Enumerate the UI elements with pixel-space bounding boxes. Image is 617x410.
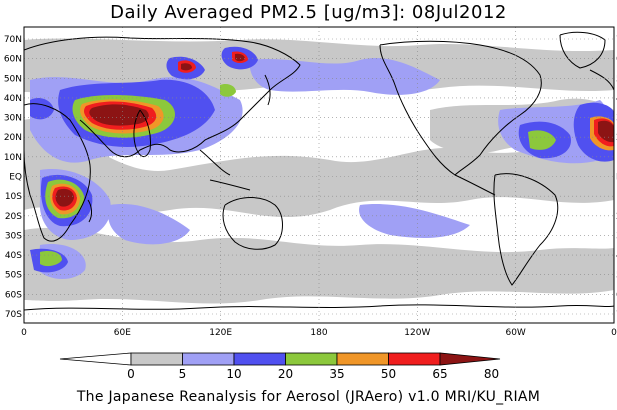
coast-seasia (199, 149, 251, 191)
latitude-label: 10S (5, 192, 22, 202)
latitude-label: 60S (5, 290, 22, 300)
shade-darkred-2 (55, 188, 74, 207)
coast-greenland (559, 31, 606, 69)
latitude-label: 40N (4, 94, 22, 104)
coast-namerica (379, 40, 542, 176)
colorbar-segment (130, 352, 183, 366)
shade-lightblue-3 (249, 58, 440, 95)
latitude-label: 70S (5, 310, 22, 320)
latitude-label: 50S (5, 271, 22, 281)
latitude-label: 30N (4, 114, 22, 124)
shade-green-3 (528, 130, 556, 150)
colorbar-tick-label: 80 (484, 367, 499, 381)
colorbar-segment (233, 352, 286, 366)
colorbar-tick-label: 65 (432, 367, 447, 381)
longitude-label: 60E (114, 328, 131, 338)
coast-samerica (493, 173, 559, 286)
map-frame (23, 26, 615, 324)
latitude-label: 40S (5, 251, 22, 261)
coast-antarctica (24, 304, 614, 311)
shade-gray-south (24, 227, 614, 304)
latitude-label: 20N (4, 133, 22, 143)
longitude-labels: 0 60E 120E 180 120W 60W 0 (21, 328, 617, 338)
longitude-label: 0 (21, 328, 27, 338)
latitude-label: 10N (4, 153, 22, 163)
coastlines (24, 31, 614, 311)
colorbar-tick-label: 35 (329, 367, 344, 381)
pm25-field (24, 38, 614, 304)
longitude-label: 0 (611, 328, 617, 338)
longitude-label: 60W (505, 328, 525, 338)
shade-darkred-1 (89, 104, 149, 126)
latitude-label: EQ (9, 173, 22, 183)
coast-japan (264, 74, 271, 106)
colorbar-tick-label: 10 (226, 367, 241, 381)
colorbar-tick-label: 0 (127, 367, 135, 381)
coast-eurasia (24, 36, 301, 158)
longitude-label: 120E (209, 328, 232, 338)
graticule (24, 27, 614, 323)
colorbar-arrow-low (59, 352, 132, 366)
coast-africa (24, 103, 91, 242)
coast-madagascar (87, 199, 92, 223)
colorbar-tick-label: 50 (381, 367, 396, 381)
shade-darkred-5 (235, 53, 245, 62)
map-title: Daily Averaged PM2.5 [ug/m3]: 08Jul2012 (110, 2, 507, 23)
shade-gray-pacific (24, 119, 614, 218)
latitude-label: 50N (4, 74, 22, 84)
coast-australia (222, 197, 283, 250)
colorbar-tick-label: 5 (179, 367, 187, 381)
latitude-label: 20S (5, 212, 22, 222)
coast-india (133, 109, 151, 157)
latitude-label: 70N (4, 35, 22, 45)
shade-lightblue-6 (359, 204, 470, 238)
colorbar-segment (285, 352, 338, 366)
colorbar-segment (336, 352, 389, 366)
coast-camerica (454, 174, 496, 196)
shade-darkred-3 (598, 120, 614, 143)
latitude-label: 60N (4, 55, 22, 65)
latitude-label: 30S (5, 231, 22, 241)
longitude-label: 180 (310, 328, 327, 338)
shade-lightblue-5 (108, 204, 190, 245)
shade-green-4 (40, 250, 62, 267)
colorbar-segment (388, 352, 441, 366)
colorbar-arrow-high (439, 352, 501, 366)
shade-green-5 (220, 83, 236, 97)
colorbar-segment (182, 352, 235, 366)
colorbar: 0 5 10 20 35 50 65 80 (59, 352, 501, 381)
colorbar-tick-label: 20 (278, 367, 293, 381)
shade-darkred-4 (181, 63, 192, 71)
footer-credit: The Japanese Reanalysis for Aerosol (JRA… (76, 389, 541, 405)
longitude-label: 120W (404, 328, 430, 338)
